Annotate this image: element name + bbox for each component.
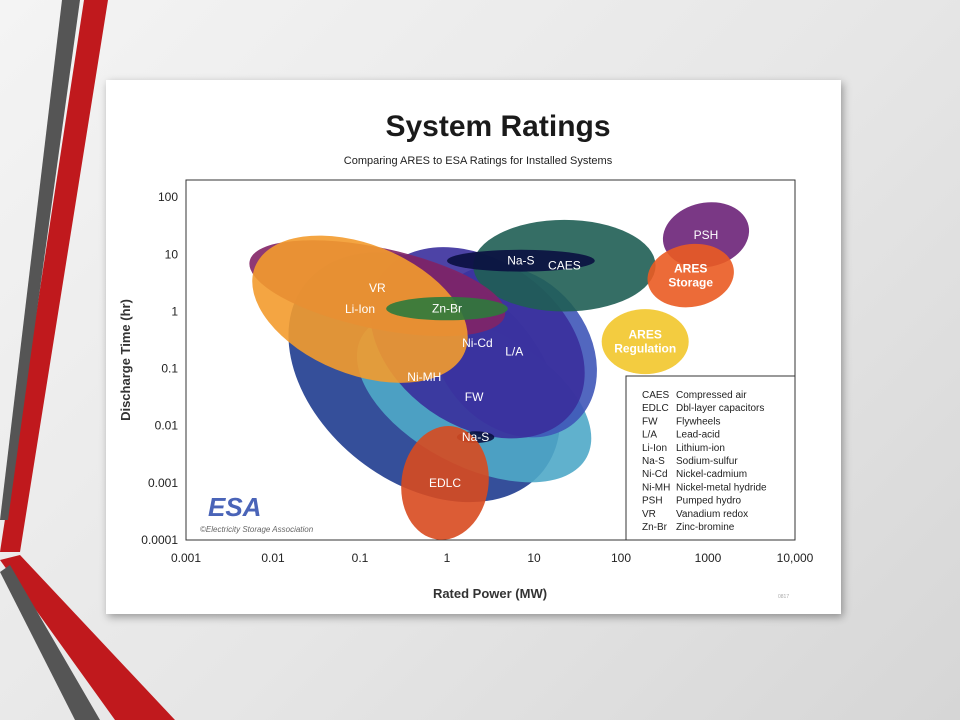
- region-labels-layer: Ni-MH FW L/A Ni-Cd CAES PSH VR Li-Ion Zn-Br Na-S N…: [345, 228, 718, 490]
- legend-abbr-vr: VR: [642, 509, 656, 520]
- legend-name-psh: Pumped hydro: [676, 496, 741, 507]
- legend-name-l-a: Lead-acid: [676, 430, 720, 441]
- x-tick-0-01: 0.01: [261, 551, 285, 565]
- esa-credit: ©Electricity Storage Association: [200, 525, 314, 534]
- x-tick-10-000: 10,000: [777, 551, 814, 565]
- legend-abbr-edlc: EDLC: [642, 403, 669, 414]
- region-vr-6-label: VR: [369, 281, 386, 295]
- region-edlc-11: [401, 426, 489, 540]
- x-tick-100: 100: [611, 551, 631, 565]
- y-tick-0-01: 0.01: [155, 419, 179, 433]
- x-tick-1: 1: [444, 551, 451, 565]
- regions-layer: [249, 202, 750, 540]
- legend-box: [625, 375, 796, 541]
- legend-abbr-zn-br: Zn-Br: [642, 522, 668, 533]
- region-ares-storage-12: [647, 243, 734, 308]
- chart-image: System Ratings Comparing ARES to ESA Rat…: [106, 80, 841, 614]
- legend-abbr-psh: PSH: [642, 496, 663, 507]
- legend-abbr-l-a: L/A: [642, 430, 657, 441]
- region-caes-4-label: CAES: [548, 259, 581, 273]
- y-tick-labels: 100 10 1 0.1 0.01 0.001 0.0001: [141, 190, 178, 547]
- x-tick-0-1: 0.1: [352, 551, 369, 565]
- chart-title: System Ratings: [385, 110, 610, 143]
- region-zn-br-8: [386, 296, 508, 321]
- region-na-s-9: [447, 249, 595, 272]
- y-tick-1: 1: [171, 305, 178, 319]
- y-tick-10: 10: [165, 247, 179, 261]
- x-tick-1000: 1000: [695, 551, 722, 565]
- esa-logo-text: ESA: [208, 492, 261, 522]
- legend-name-ni-cd: Nickel-cadmium: [676, 469, 747, 480]
- corner-code: 0817: [778, 594, 789, 600]
- legend-name-na-s: Sodium-sulfur: [676, 456, 738, 467]
- legend-abbr-na-s: Na-S: [642, 456, 665, 467]
- y-tick-0-1: 0.1: [161, 362, 178, 376]
- legend-name-zn-br: Zinc-bromine: [676, 522, 735, 533]
- legend-abbr-ni-cd: Ni-Cd: [642, 469, 668, 480]
- region-na-s-10-label: Na-S: [462, 430, 489, 444]
- y-axis-label: Discharge Time (hr): [118, 299, 133, 421]
- y-tick-100: 100: [158, 190, 178, 204]
- chart-subtitle: Comparing ARES to ESA Ratings for Instal…: [344, 155, 613, 167]
- legend-name-li-ion: Lithium-ion: [676, 443, 725, 454]
- x-tick-10: 10: [527, 551, 541, 565]
- region-zn-br-8-label: Zn-Br: [432, 302, 462, 316]
- legend-name-ni-mh: Nickel-metal hydride: [676, 482, 767, 493]
- region-psh-5-label: PSH: [694, 228, 719, 242]
- legend-abbr-fw: FW: [642, 416, 658, 427]
- legend-name-vr: Vanadium redox: [676, 509, 748, 520]
- x-tick-0-001: 0.001: [171, 551, 201, 565]
- legend-abbr-ni-mh: Ni-MH: [642, 482, 670, 493]
- region-li-ion-7: [252, 235, 468, 383]
- region-ni-mh-0-label: Ni-MH: [407, 370, 441, 384]
- legend-abbr-li-ion: Li-Ion: [642, 443, 667, 454]
- esa-logo: ESA ©Electricity Storage Association: [200, 492, 314, 534]
- region-fw-1-label: FW: [465, 390, 484, 404]
- legend-name-fw: Flywheels: [676, 416, 720, 427]
- region-edlc-11-label: EDLC: [429, 476, 461, 490]
- region-na-s-9-label: Na-S: [507, 254, 534, 268]
- region-li-ion-7-label: Li-Ion: [345, 302, 375, 316]
- system-ratings-chart: System Ratings Comparing ARES to ESA Rat…: [118, 110, 814, 601]
- region-ares-regulation-13-label: ARES Regulation: [614, 328, 676, 356]
- legend-abbr-caes: CAES: [642, 390, 670, 401]
- legend-name-edlc: Dbl-layer capacitors: [676, 403, 764, 414]
- x-tick-labels: 0.001 0.01 0.1 1 10 100 1000 10,000: [171, 551, 814, 565]
- region-ares-regulation-13: [601, 309, 689, 375]
- legend-name-caes: Compressed air: [676, 390, 747, 401]
- y-tick-0-0001: 0.0001: [141, 533, 178, 547]
- region-l-a-2-label: L/A: [505, 344, 523, 358]
- region-ni-cd-3-label: Ni-Cd: [462, 336, 493, 350]
- y-tick-0-001: 0.001: [148, 476, 178, 490]
- legend: CAES Compressed air EDLC Dbl-layer capacito…: [625, 375, 796, 541]
- x-axis-label: Rated Power (MW): [433, 586, 547, 601]
- region-ares-storage-12-label: ARES Storage: [668, 262, 713, 290]
